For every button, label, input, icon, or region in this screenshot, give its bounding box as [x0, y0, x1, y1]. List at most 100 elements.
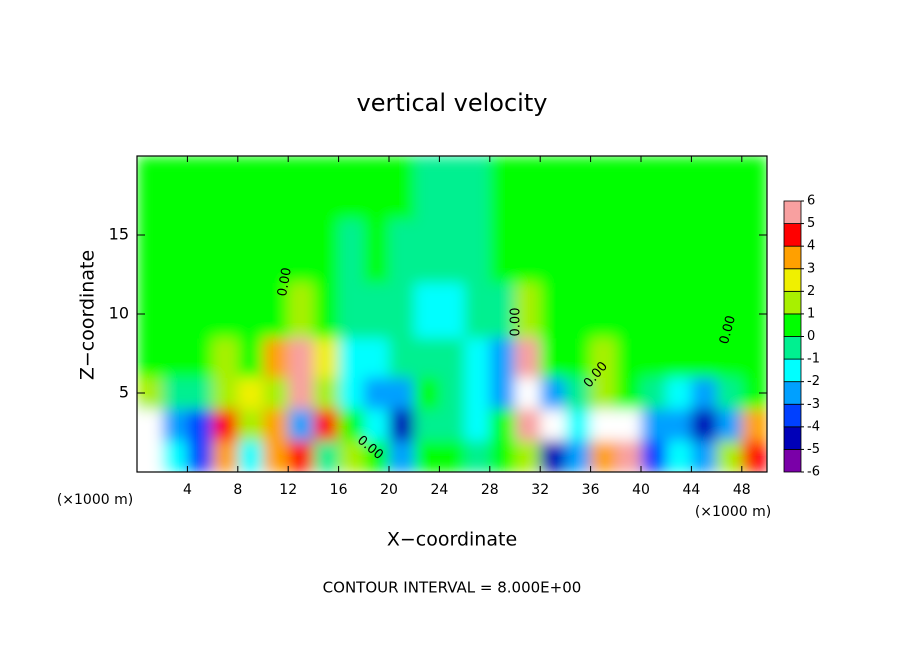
cell — [137, 440, 163, 472]
cell — [162, 282, 188, 339]
cell — [389, 219, 415, 283]
cell — [237, 156, 264, 220]
cell — [464, 377, 491, 410]
colorbar-swatch — [783, 336, 802, 360]
cell — [439, 156, 466, 220]
cell — [489, 156, 516, 220]
x-tick-label: 40 — [632, 482, 650, 498]
x-tick-label: 44 — [682, 482, 700, 498]
cell — [716, 156, 743, 220]
x-tick-label: 12 — [279, 482, 297, 498]
cell — [666, 408, 692, 441]
cell — [666, 219, 692, 283]
cell — [489, 440, 516, 472]
cell — [489, 377, 516, 410]
colorbar-tick-label: -6 — [807, 465, 820, 480]
cell — [666, 282, 692, 339]
cell — [137, 282, 163, 339]
cell — [615, 156, 642, 220]
cell — [338, 408, 365, 441]
cell — [691, 282, 718, 339]
cell — [137, 408, 163, 441]
x-tick-label: 32 — [531, 482, 549, 498]
cell — [540, 219, 566, 283]
contour-label: 0.00 — [717, 314, 739, 346]
cell — [741, 337, 767, 378]
colorbar-tick-label: 6 — [807, 194, 815, 209]
y-tick-label: 10 — [109, 304, 129, 323]
cell — [615, 377, 642, 410]
cell — [439, 219, 466, 283]
cell — [338, 156, 365, 220]
cell — [237, 282, 264, 339]
cell — [162, 337, 188, 378]
cell — [439, 337, 466, 378]
cell — [741, 440, 767, 472]
cell — [187, 440, 214, 472]
cell — [716, 219, 743, 283]
cell — [288, 377, 314, 410]
cell — [489, 282, 516, 339]
cell — [590, 156, 617, 220]
x-tick-label: 4 — [183, 482, 192, 498]
cell — [691, 156, 718, 220]
cell — [162, 219, 188, 283]
cell — [313, 377, 340, 410]
cell — [641, 440, 667, 472]
cell — [615, 408, 642, 441]
field — [137, 156, 767, 472]
colorbar-swatch — [783, 290, 802, 315]
cell — [263, 219, 289, 283]
cell — [565, 377, 592, 410]
cell — [212, 156, 239, 220]
cell — [187, 408, 214, 441]
cell — [666, 156, 692, 220]
x-tick-label: 8 — [233, 482, 242, 498]
y-axis-label: Z−coordinate — [77, 250, 99, 380]
colorbar-swatch — [783, 358, 802, 383]
chart-title: vertical velocity — [357, 89, 548, 117]
cell — [464, 337, 491, 378]
cell — [590, 408, 617, 441]
cell — [187, 337, 214, 378]
colorbar-swatch — [783, 223, 802, 247]
cell — [515, 440, 541, 472]
cell — [212, 408, 239, 441]
cell — [263, 408, 289, 441]
cell — [363, 156, 390, 220]
cell — [363, 408, 390, 441]
cell — [363, 377, 390, 410]
cell — [389, 377, 415, 410]
cell — [313, 337, 340, 378]
cell — [515, 282, 541, 339]
cell — [515, 377, 541, 410]
cell — [137, 219, 163, 283]
colorbar-tick-label: -1 — [807, 352, 820, 367]
colorbar-tick-label: 4 — [807, 239, 815, 254]
colorbar-swatch — [783, 200, 802, 224]
cell — [716, 337, 743, 378]
cell — [716, 440, 743, 472]
colorbar-tick-label: -3 — [807, 397, 820, 412]
cell — [615, 219, 642, 283]
cell — [741, 219, 767, 283]
cell — [338, 377, 365, 410]
cell — [439, 440, 466, 472]
cell — [237, 337, 264, 378]
cell — [389, 408, 415, 441]
x-tick-label: 48 — [733, 482, 751, 498]
colorbar-tick-label: 2 — [807, 284, 815, 299]
cell — [540, 440, 566, 472]
cell — [464, 408, 491, 441]
cell — [615, 337, 642, 378]
cell — [363, 219, 390, 283]
cell — [515, 219, 541, 283]
y-tick-label: 5 — [119, 383, 129, 402]
colorbar-swatch — [783, 245, 802, 270]
x-tick-label: 36 — [582, 482, 600, 498]
cell — [590, 377, 617, 410]
cell — [237, 377, 264, 410]
cell — [137, 156, 163, 220]
cell — [212, 219, 239, 283]
cell — [414, 219, 440, 283]
